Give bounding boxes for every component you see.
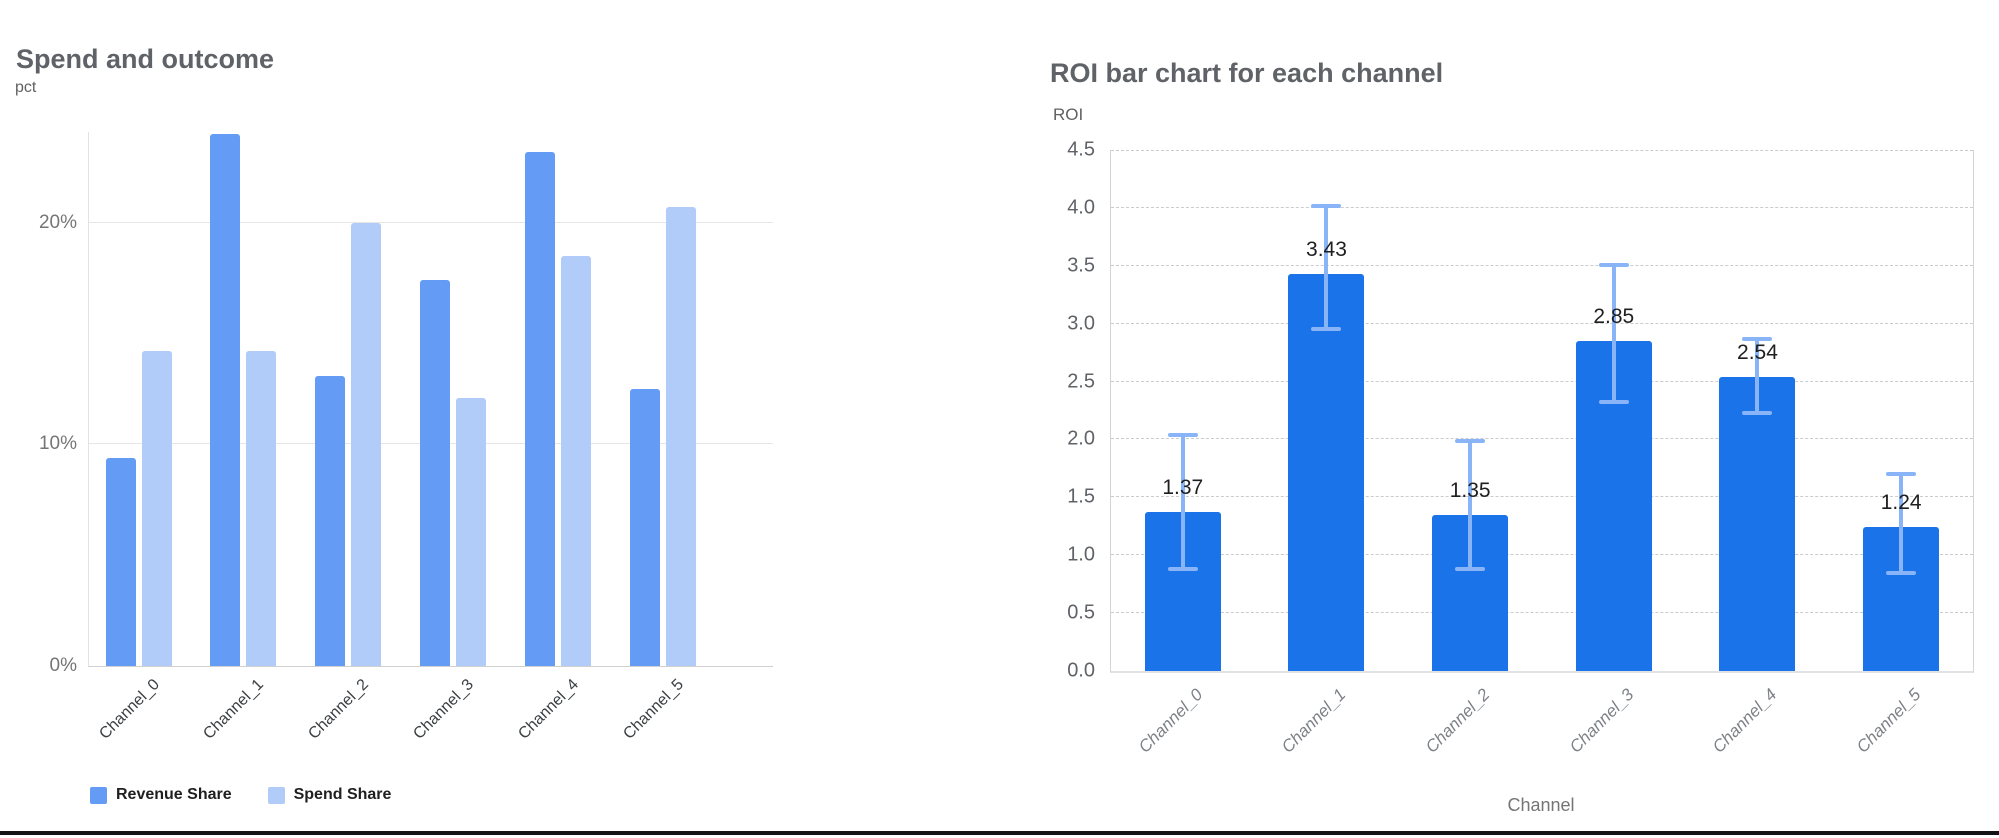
window-bottom-border (0, 831, 1999, 835)
error-bar-cap (1742, 336, 1773, 341)
right-y-axis-unit-label: ROI (1053, 105, 1084, 124)
left-plot-area: 0% 10% 20% Channel_0 Channel_1 Channel_2 Chann… (39, 132, 773, 743)
legend-item[interactable]: Revenue Share (90, 786, 232, 804)
error-bar-cap (1455, 567, 1486, 572)
spend-share-bar[interactable] (141, 351, 172, 666)
left-x-tick-label: Channel_0 (95, 676, 163, 743)
right-gridline (1111, 322, 1973, 324)
revenue-share-bar[interactable] (630, 389, 660, 666)
error-bar-stem (1324, 205, 1329, 330)
revenue-share-bar[interactable] (420, 280, 451, 666)
left-chart-legend: Revenue Share Spend Share (90, 786, 391, 804)
right-y-tick-label: 4.0 (1067, 196, 1095, 219)
error-bar-cap (1167, 567, 1198, 572)
left-gridline (89, 221, 773, 223)
error-bar-stem (1755, 338, 1760, 413)
right-y-tick-label: 0.0 (1067, 659, 1095, 682)
right-gridline (1111, 264, 1973, 266)
right-gridline (1111, 438, 1973, 440)
roi-bar[interactable] (1719, 376, 1796, 671)
right-gridline (1111, 380, 1973, 382)
revenue-share-bar[interactable] (525, 151, 556, 666)
right-x-tick-label: Channel_2 (1421, 685, 1494, 757)
right-gridline (1111, 150, 1973, 151)
bar-value-label: 1.24 (1880, 491, 1922, 515)
right-y-tick-label: 4.5 (1067, 138, 1095, 161)
left-x-tick-label: Channel_3 (410, 676, 478, 743)
right-y-tick-label: 2.5 (1067, 370, 1095, 393)
left-y-tick-label: 10% (38, 433, 77, 455)
right-chart-title: ROI bar chart for each channel (1050, 58, 1444, 89)
right-y-tick-label: 2.0 (1067, 427, 1095, 450)
right-gridline (1111, 206, 1973, 208)
bar-value-label: 1.35 (1449, 478, 1491, 502)
revenue-share-bar[interactable] (210, 134, 241, 666)
error-bar-cap (1742, 410, 1773, 415)
left-y-tick-label: 20% (38, 211, 77, 233)
error-bar-stem (1611, 264, 1616, 403)
bar-value-label: 3.43 (1306, 237, 1347, 261)
error-bar-cap (1886, 472, 1917, 477)
right-x-tick-label: Channel_3 (1565, 685, 1638, 757)
revenue-share-bar[interactable] (105, 457, 136, 666)
error-bar-cap (1886, 570, 1917, 575)
left-chart-title: Spend and outcome (16, 44, 275, 75)
spend-share-bar[interactable] (351, 222, 382, 666)
right-plot-area: 0.0 0.5 1.0 1.5 2.0 2.5 3.0 3.5 4.0 4.5 1.37 Channe… (1067, 139, 1974, 757)
spend-share-bar[interactable] (666, 207, 696, 666)
right-y-tick-label: 3.0 (1067, 312, 1095, 335)
error-bar-stem (1468, 440, 1473, 570)
legend-color-swatch (267, 786, 285, 804)
right-x-tick-label: Channel_0 (1134, 685, 1207, 757)
error-bar-stem (1899, 474, 1904, 573)
left-y-axis-unit-label: pct (15, 79, 37, 96)
right-y-tick-label: 1.5 (1067, 485, 1095, 508)
bar-value-label: 2.54 (1737, 340, 1778, 364)
legend-label: Spend Share (293, 786, 392, 803)
legend-item[interactable]: Spend Share (267, 786, 392, 804)
right-y-tick-label: 0.5 (1067, 601, 1095, 624)
error-bar-cap (1311, 203, 1342, 208)
bar-value-label: 1.37 (1162, 476, 1204, 500)
right-x-tick-label: Channel_1 (1278, 685, 1350, 757)
left-x-tick-label: Channel_4 (515, 676, 583, 743)
spend-share-bar[interactable] (561, 256, 592, 666)
right-gridline (1111, 496, 1973, 498)
right-y-tick-label: 1.0 (1067, 543, 1095, 566)
legend-label: Revenue Share (116, 786, 232, 803)
spend-share-bar[interactable] (246, 351, 277, 666)
bar-value-label: 2.85 (1593, 305, 1635, 329)
error-bar-cap (1598, 400, 1629, 405)
revenue-share-bar[interactable] (315, 375, 346, 666)
spend-share-bar[interactable] (456, 397, 487, 666)
legend-color-swatch (90, 786, 107, 804)
right-x-tick-label: Channel_4 (1709, 685, 1781, 757)
error-bar-cap (1311, 327, 1342, 332)
right-gridline (1111, 612, 1973, 614)
right-gridline (1111, 554, 1973, 556)
error-bar-stem (1180, 434, 1185, 570)
left-x-tick-label: Channel_1 (200, 676, 268, 743)
left-x-tick-label: Channel_5 (620, 676, 688, 743)
error-bar-cap (1598, 262, 1629, 267)
left-y-tick-label: 0% (49, 655, 77, 676)
roi-bar[interactable] (1288, 273, 1365, 671)
right-x-tick-label: Channel_5 (1852, 685, 1925, 757)
error-bar-cap (1167, 432, 1198, 437)
right-x-axis-title: Channel (1507, 795, 1575, 815)
left-x-tick-label: Channel_2 (305, 676, 373, 743)
error-bar-cap (1455, 438, 1486, 443)
right-y-tick-label: 3.5 (1067, 254, 1095, 277)
